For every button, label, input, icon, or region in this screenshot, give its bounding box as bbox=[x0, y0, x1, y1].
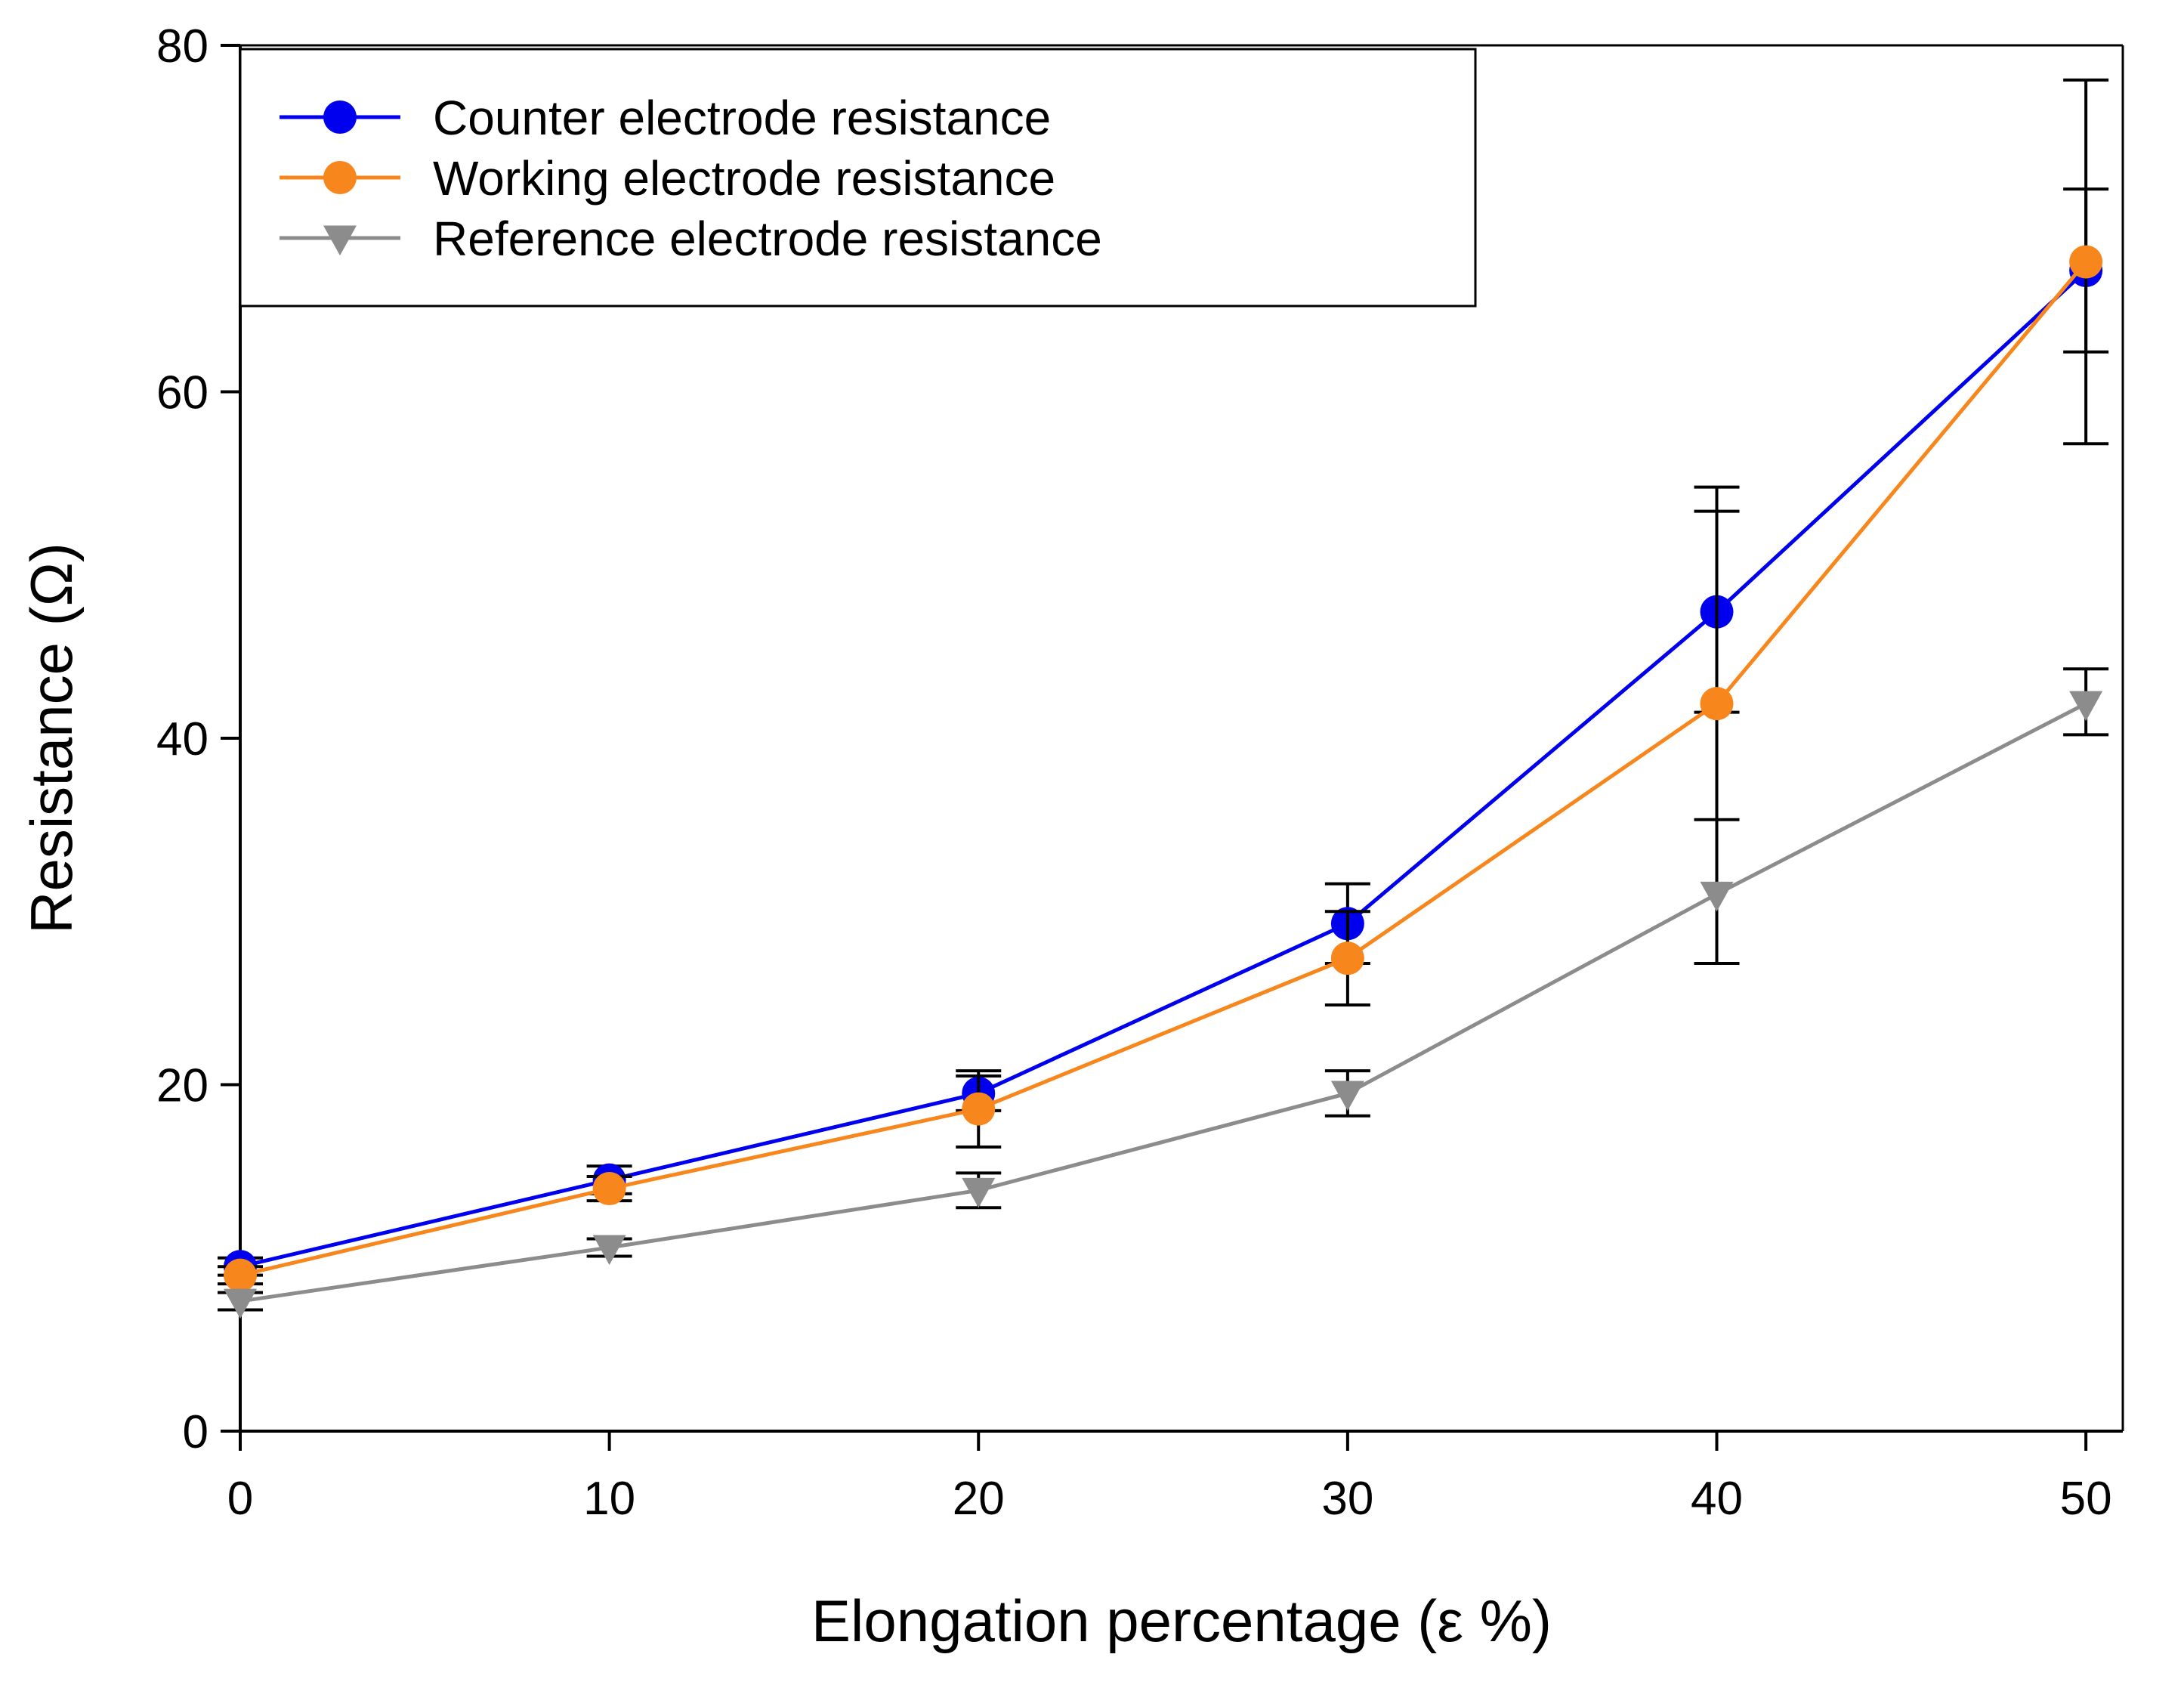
y-tick-label: 60 bbox=[156, 367, 209, 419]
y-axis-ticks: 0 20 40 60 80 bbox=[156, 20, 240, 1458]
x-tick-label: 30 bbox=[1321, 1473, 1373, 1525]
data-point bbox=[224, 1258, 257, 1292]
legend-box bbox=[239, 48, 1477, 308]
data-point bbox=[1330, 1081, 1364, 1112]
data-point bbox=[962, 1177, 996, 1208]
x-axis-ticks: 0 10 20 30 40 50 bbox=[227, 1431, 2112, 1525]
series-line bbox=[239, 269, 2087, 1269]
data-point bbox=[592, 1172, 626, 1206]
x-tick-label: 0 bbox=[227, 1473, 253, 1525]
legend-marker bbox=[323, 100, 357, 134]
data-point bbox=[224, 1288, 257, 1319]
data-point bbox=[962, 1092, 996, 1126]
x-tick-label: 10 bbox=[583, 1473, 635, 1525]
y-tick-label: 80 bbox=[156, 20, 209, 73]
legend: Counter electrode resistance Working ele… bbox=[239, 48, 1477, 308]
legend-marker bbox=[323, 161, 357, 194]
data-point bbox=[1700, 881, 1734, 912]
legend-label-counter: Counter electrode resistance bbox=[433, 91, 1051, 145]
y-tick-label: 40 bbox=[156, 713, 209, 765]
data-point bbox=[2069, 245, 2103, 279]
series-0 bbox=[218, 187, 2109, 1284]
legend-label-working: Working electrode resistance bbox=[433, 151, 1055, 206]
series-line bbox=[239, 260, 2088, 1278]
x-tick-label: 20 bbox=[953, 1473, 1005, 1525]
data-point bbox=[2069, 691, 2103, 722]
data-series bbox=[218, 78, 2109, 1319]
legend-marker bbox=[323, 225, 357, 256]
series-line bbox=[239, 701, 2087, 1303]
legend-label-reference: Reference electrode resistance bbox=[433, 212, 1102, 266]
x-tick-label: 40 bbox=[1691, 1473, 1743, 1525]
x-tick-label: 50 bbox=[2060, 1473, 2112, 1525]
legend-keys bbox=[280, 100, 400, 256]
x-axis-label: Elongation percentage (ε %) bbox=[811, 1588, 1552, 1654]
y-tick-label: 0 bbox=[183, 1406, 209, 1458]
series-2 bbox=[218, 667, 2109, 1319]
data-point bbox=[1700, 687, 1734, 721]
data-point bbox=[1330, 941, 1364, 975]
y-axis-label: Resistance (Ω) bbox=[18, 543, 85, 934]
y-tick-label: 20 bbox=[156, 1060, 209, 1112]
data-point bbox=[592, 1235, 626, 1266]
